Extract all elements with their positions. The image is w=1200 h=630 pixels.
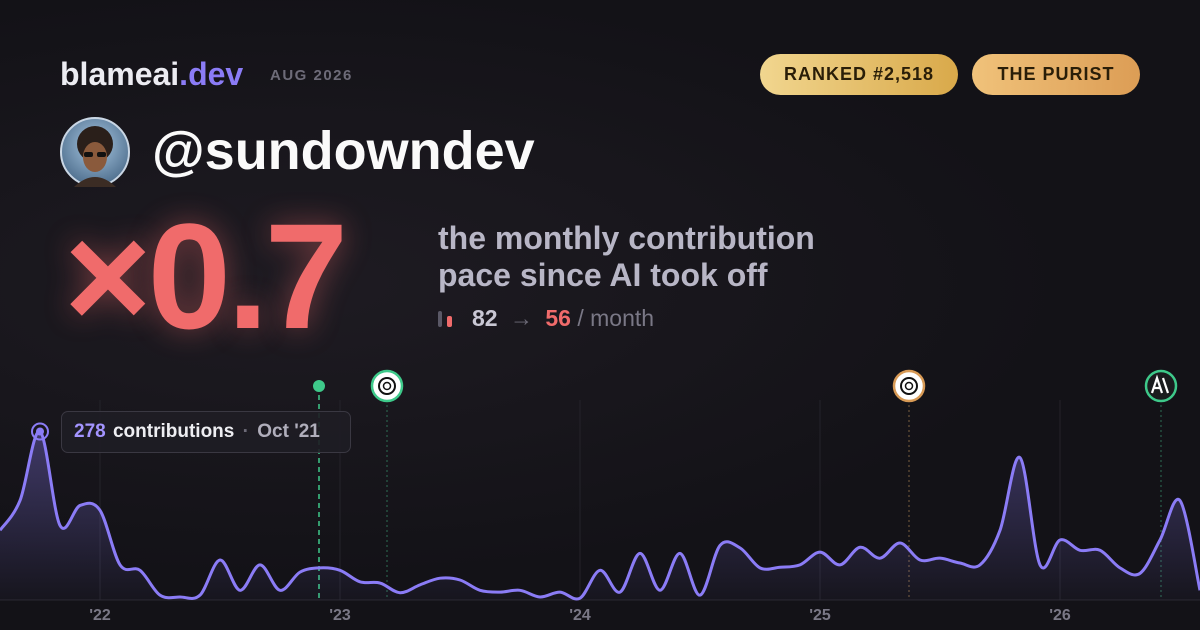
brand-name: blameai	[60, 56, 180, 92]
caption-line: pace since AI took off	[438, 257, 768, 293]
x-tick-label: '23	[329, 607, 351, 624]
multiplier: ×0.7	[64, 192, 348, 360]
tooltip: 278 contributions · Oct '21	[61, 411, 351, 453]
caption-line: the monthly contribution	[438, 220, 815, 256]
tooltip-sep: ·	[242, 421, 249, 442]
before: 82	[472, 305, 498, 331]
type-badge: THE PURIST	[972, 54, 1140, 95]
x-tick-label: '24	[569, 607, 591, 624]
tooltip-date: Oct '21	[257, 421, 320, 442]
x-tick-label: '26	[1049, 607, 1071, 624]
peak-marker	[31, 422, 49, 441]
x-tick-label: '25	[809, 607, 831, 624]
event-icon	[1144, 369, 1178, 403]
icon	[438, 311, 442, 327]
caption: the monthly contribution pace since AI t…	[438, 220, 815, 294]
avatar	[60, 117, 130, 187]
unit: / month	[577, 305, 655, 331]
arrow: →	[509, 305, 533, 331]
peak-dot	[36, 427, 44, 436]
event-dot	[313, 380, 325, 392]
brand: blameai.dev	[60, 56, 243, 93]
line	[0, 430, 1200, 601]
after: 56	[545, 305, 571, 331]
handle: @sundowndev	[152, 121, 535, 181]
x-tick-label: '22	[89, 607, 111, 624]
event-icon	[370, 369, 404, 403]
icon	[447, 316, 452, 327]
brand-suffix: .dev	[179, 56, 244, 92]
event-icon	[892, 369, 926, 403]
period: AUG 2026	[270, 67, 353, 84]
pace-row: 82 → 56 / month	[438, 305, 654, 332]
area	[0, 431, 1200, 600]
tooltip-label: contributions	[112, 421, 235, 442]
rank-badge: RANKED #2,518	[760, 54, 958, 95]
tooltip-value: 278	[74, 421, 106, 442]
